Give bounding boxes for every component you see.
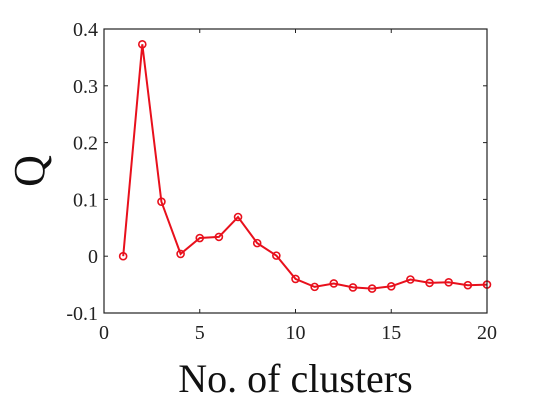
data-point <box>233 212 243 222</box>
data-point <box>386 282 396 291</box>
y-tick-label: 0.3 <box>73 76 98 98</box>
data-point <box>406 275 415 284</box>
y-tick-label: 0 <box>88 246 98 268</box>
y-tick-label: 0.2 <box>73 133 98 155</box>
data-point <box>463 280 473 290</box>
data-point <box>195 233 205 243</box>
data-point <box>272 251 281 260</box>
data-point <box>157 197 166 206</box>
y-axis-label: Q <box>5 155 54 187</box>
axes-box <box>103 28 488 314</box>
x-tick-label: 0 <box>99 322 109 344</box>
data-point <box>252 238 262 248</box>
x-tick-label: 10 <box>286 322 306 344</box>
data-point <box>138 40 147 49</box>
data-point <box>348 283 358 292</box>
x-axis-label: No. of clusters <box>178 356 412 401</box>
data-point <box>176 249 185 259</box>
data-point <box>425 278 434 288</box>
data-point <box>214 232 224 242</box>
data-point <box>444 278 454 287</box>
y-tick-label: 0.4 <box>73 19 98 41</box>
data-point <box>291 274 300 284</box>
x-tick-label: 20 <box>477 322 497 344</box>
data-point <box>310 282 319 292</box>
series-layer <box>118 40 492 293</box>
y-tick-label: 0.1 <box>73 189 98 211</box>
y-tick-label: -0.1 <box>66 303 98 325</box>
tick-layer: 0 5 10 15 20-0.100.10.20.30.4 <box>66 19 497 344</box>
data-point <box>329 279 339 288</box>
x-tick-label: 5 <box>195 322 205 344</box>
data-point <box>118 251 128 261</box>
x-tick-label: 15 <box>381 322 401 344</box>
data-point <box>367 284 377 293</box>
